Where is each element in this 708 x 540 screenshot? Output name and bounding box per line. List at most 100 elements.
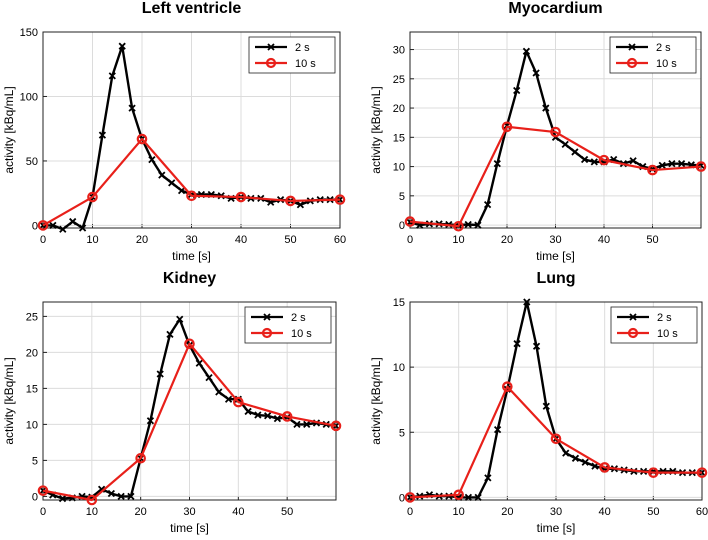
- x-tick-label: 20: [136, 234, 148, 246]
- y-tick-label: 15: [26, 383, 38, 395]
- legend-circle-marker: [627, 327, 639, 339]
- legend-x-marker: [628, 43, 636, 51]
- data-point-x-marker: [146, 417, 155, 425]
- data-point-x-marker: [677, 160, 686, 168]
- data-point-circle-marker: [37, 485, 49, 496]
- legend-circle-marker: [626, 57, 638, 69]
- data-point-circle-marker: [404, 216, 416, 227]
- data-point-x-marker: [127, 492, 135, 501]
- x-tick-label: 30: [183, 506, 195, 518]
- data-point-x-marker: [581, 458, 589, 466]
- data-point-x-marker: [205, 373, 213, 382]
- data-point-x-marker: [244, 407, 252, 416]
- data-point-x-marker: [58, 494, 67, 503]
- data-point-circle-marker: [233, 396, 244, 408]
- data-point-x-marker: [117, 492, 125, 501]
- chart-title: Lung: [536, 270, 575, 287]
- series-line-ten-s: [409, 125, 702, 228]
- y-tick-label: 10: [26, 419, 38, 431]
- x-tick-label: 60: [696, 506, 708, 518]
- x-tick-label: 30: [550, 506, 562, 518]
- y-tick-label: 15: [393, 297, 405, 309]
- legend-x-marker: [263, 313, 271, 321]
- data-point-x-marker: [513, 340, 521, 348]
- data-point-x-marker: [562, 449, 570, 457]
- data-point-x-marker: [513, 86, 521, 95]
- data-point-x-marker: [158, 171, 166, 179]
- x-tick-label: 0: [407, 234, 413, 246]
- y-tick-label: 20: [26, 347, 38, 359]
- y-tick-label: 100: [20, 91, 38, 103]
- legend-label: 10 s: [291, 328, 312, 340]
- legend-label: 10 s: [657, 328, 678, 340]
- data-point-x-marker: [542, 104, 550, 112]
- x-tick-label: 20: [501, 506, 513, 518]
- x-tick-label: 0: [407, 506, 413, 518]
- legend: 2 s 10 s: [610, 306, 698, 344]
- chart-title: Left ventricle: [142, 0, 242, 17]
- y-tick-label: 10: [393, 362, 405, 374]
- legend-label: 2 s: [656, 42, 671, 54]
- y-tick-label: 15: [393, 132, 405, 144]
- data-point-circle-marker: [186, 190, 197, 202]
- x-tick-label: 10: [86, 234, 98, 246]
- x-tick-label: 50: [281, 506, 293, 518]
- x-axis-label: time [s]: [536, 249, 575, 263]
- y-tick-label: 5: [399, 427, 405, 439]
- data-point-x-marker: [254, 411, 262, 419]
- data-point-x-marker: [195, 359, 203, 367]
- data-point-x-marker: [484, 474, 492, 482]
- legend-circle-marker: [265, 57, 277, 69]
- data-point-circle-marker: [86, 494, 98, 506]
- x-tick-label: 20: [135, 506, 147, 518]
- chart-panel-1: 0 10 20 30 40 50 0 5 10 15 20 25 30 2 s 10 s Myocardium…: [369, 0, 707, 263]
- y-axis-label: activity [kBq/mL]: [2, 86, 16, 173]
- series-line-ten-s: [42, 137, 341, 227]
- data-point-x-marker: [571, 148, 579, 156]
- x-tick-label: 0: [40, 234, 46, 246]
- legend-x-marker: [267, 43, 275, 51]
- chart-panel-3: 0 10 20 30 40 50 60 0 5 10 15 2 s 10 s Lung time [s] ac…: [369, 270, 708, 535]
- y-tick-label: 25: [393, 74, 405, 86]
- chart-title: Myocardium: [508, 0, 602, 17]
- data-point-circle-marker: [550, 126, 561, 138]
- x-tick-label: 60: [334, 234, 346, 246]
- data-point-circle-marker: [453, 220, 464, 232]
- data-point-x-marker: [215, 388, 223, 396]
- data-point-x-marker: [108, 72, 116, 80]
- x-tick-label: 30: [185, 234, 197, 246]
- data-point-x-marker: [522, 47, 531, 55]
- y-tick-label: 20: [393, 103, 405, 115]
- data-point-x-marker: [493, 160, 501, 168]
- data-point-x-marker: [474, 221, 482, 229]
- y-tick-label: 0: [32, 220, 38, 232]
- data-point-circle-marker: [87, 191, 98, 203]
- data-point-x-marker: [168, 179, 176, 187]
- data-point-circle-marker: [235, 191, 247, 203]
- x-tick-label: 50: [284, 234, 296, 246]
- data-point-x-marker: [156, 370, 164, 378]
- legend-box: [248, 36, 336, 74]
- y-tick-label: 5: [32, 455, 38, 467]
- x-tick-label: 30: [549, 234, 561, 246]
- legend-label: 2 s: [657, 312, 672, 324]
- legend-box: [610, 306, 698, 344]
- data-point-x-marker: [59, 225, 67, 233]
- data-point-circle-marker: [136, 133, 148, 145]
- data-point-x-marker: [523, 298, 531, 306]
- data-point-circle-marker: [404, 492, 416, 503]
- data-point-x-marker: [148, 156, 156, 164]
- data-point-x-marker: [571, 454, 580, 462]
- y-tick-label: 10: [393, 162, 405, 174]
- x-tick-label: 40: [235, 234, 247, 246]
- data-point-x-marker: [296, 201, 305, 209]
- axes-box: [42, 301, 337, 501]
- x-tick-label: 40: [598, 234, 610, 246]
- legend-label: 2 s: [291, 312, 306, 324]
- data-point-circle-marker: [334, 194, 346, 205]
- x-axis-label: time [s]: [172, 249, 211, 263]
- data-point-x-marker: [590, 158, 598, 166]
- y-tick-label: 5: [399, 191, 405, 203]
- data-point-circle-marker: [37, 220, 49, 231]
